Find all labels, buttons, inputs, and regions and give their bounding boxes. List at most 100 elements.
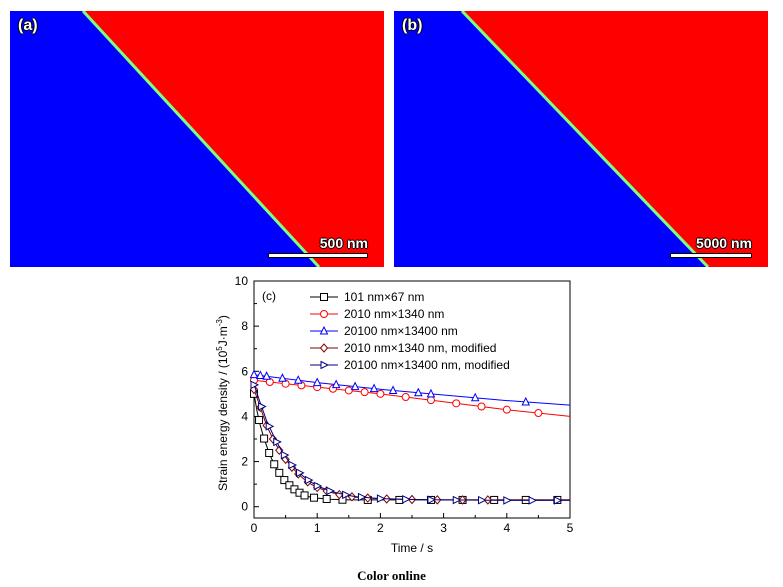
y-tick-label: 8 (241, 319, 248, 333)
data-point (369, 383, 379, 393)
data-point (310, 493, 319, 502)
data-point (534, 409, 543, 418)
data-point (342, 490, 351, 500)
data-point (326, 486, 335, 496)
y-tick-label: 4 (241, 409, 248, 423)
data-point (357, 492, 367, 502)
data-point (313, 481, 323, 491)
y-axis-title-main: Strain energy density / (10 (216, 350, 230, 490)
data-point (477, 402, 486, 411)
data-point (470, 392, 480, 402)
scale-bar-a (268, 253, 368, 258)
data-point (388, 385, 398, 394)
legend-marker (319, 343, 329, 353)
data-point (376, 494, 386, 503)
series-line (253, 393, 570, 501)
series-5 (250, 380, 570, 505)
legend-marker (319, 325, 329, 335)
data-point (402, 495, 411, 504)
legend-marker (320, 360, 330, 370)
panel-label-b: (b) (402, 17, 423, 34)
data-point (250, 380, 260, 390)
domain-map-b (460, 11, 768, 267)
chart-panel-label: (c) (262, 289, 276, 303)
data-point (427, 495, 437, 505)
domain-boundary-a (81, 11, 321, 267)
series-line (253, 389, 570, 501)
data-point (426, 388, 436, 398)
scale-bar-b (670, 253, 752, 258)
data-point (452, 495, 462, 505)
micrograph-panel-b: (b) 5000 nm (394, 11, 768, 267)
series-2 (250, 376, 571, 418)
data-point (322, 494, 331, 503)
data-point (278, 373, 287, 382)
red-domain-a (83, 11, 384, 267)
panel-label-a: (a) (18, 17, 38, 34)
data-point (344, 386, 353, 395)
data-point (265, 422, 275, 431)
x-tick-label: 1 (314, 521, 321, 535)
data-point (273, 437, 282, 447)
series-1 (250, 389, 570, 504)
data-point (275, 468, 284, 477)
y-axis-title-sup1: 5 (215, 346, 224, 351)
data-point (285, 481, 294, 490)
micrograph-panel-a: (a) 500 nm (10, 11, 384, 267)
legend-entry: 2010 nm×1340 nm, modified (344, 341, 496, 355)
data-point (280, 476, 289, 485)
data-point (304, 475, 314, 485)
x-tick-label: 5 (567, 521, 574, 535)
x-tick-label: 2 (377, 521, 384, 535)
data-point (265, 448, 274, 457)
red-domain-b (462, 11, 768, 267)
legend-entry: 101 nm×67 nm (344, 290, 424, 304)
y-axis-title-end: ) (216, 315, 230, 319)
strain-energy-chart: 0 1 2 3 4 5 0 2 4 6 8 10 101 nm×67 nm 2010 nm×1340 n… (215, 274, 574, 555)
domain-boundary-b (460, 11, 710, 267)
legend-marker (320, 310, 328, 318)
x-tick-label: 3 (440, 521, 447, 535)
data-point (360, 388, 369, 397)
x-axis-title: Time / s (391, 541, 433, 555)
x-tick-label: 4 (503, 521, 510, 535)
data-point (478, 495, 487, 505)
domain-map-a (81, 11, 384, 267)
data-point (249, 369, 259, 379)
y-tick-label: 2 (241, 455, 248, 469)
data-point (296, 468, 305, 478)
data-point (426, 396, 435, 405)
data-point (452, 399, 461, 408)
series-line (253, 379, 571, 417)
data-point (376, 389, 385, 398)
data-point (258, 402, 267, 411)
data-point (401, 393, 410, 402)
data-point (521, 396, 531, 406)
y-tick-label: 10 (235, 274, 249, 288)
data-point (293, 375, 303, 384)
data-point (528, 496, 538, 505)
data-point (502, 405, 511, 414)
series-line (253, 384, 570, 501)
data-point (255, 416, 264, 425)
data-point (300, 491, 309, 500)
data-point (553, 496, 563, 505)
data-point (256, 370, 265, 379)
legend-entry: 20100 nm×13400 nm, modified (344, 358, 510, 372)
series-line (253, 374, 571, 406)
data-point (331, 379, 341, 389)
y-axis-title-sup2: -3 (215, 319, 224, 327)
data-point (270, 460, 279, 469)
data-point (288, 460, 298, 470)
y-axis-title: Strain energy density / (105J·m-3) (215, 315, 230, 491)
y-tick-label: 0 (241, 500, 248, 514)
legend-entry: 2010 nm×1340 nm (344, 307, 444, 321)
y-axis-title-mid: J·m (216, 326, 230, 346)
scale-bar-label-a: 500 nm (319, 235, 368, 251)
legend-marker (320, 293, 328, 301)
data-point (414, 387, 423, 397)
data-point (312, 377, 322, 387)
scale-bar-label-b: 5000 nm (695, 235, 752, 251)
data-point (262, 371, 271, 380)
series-3 (249, 369, 571, 406)
